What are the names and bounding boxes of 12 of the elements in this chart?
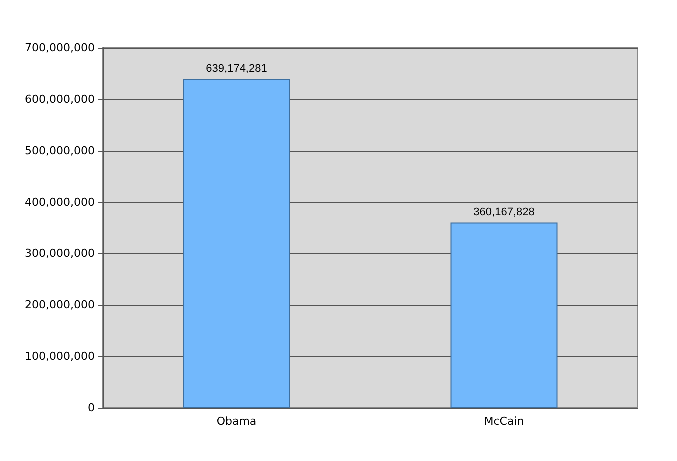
y-tick-label: 600,000,000 — [25, 92, 95, 106]
y-tick-label: 500,000,000 — [25, 144, 95, 158]
x-tick-label: McCain — [484, 415, 524, 428]
data-label: 360,167,828 — [474, 206, 535, 218]
y-tick-label: 400,000,000 — [25, 196, 95, 209]
y-tick-label: 100,000,000 — [25, 350, 95, 364]
x-tick-label: Obama — [216, 415, 257, 428]
y-tick-label: 300,000,000 — [25, 247, 95, 260]
y-tick-label: 200,000,000 — [25, 298, 95, 312]
y-tick-label: 0 — [88, 402, 95, 414]
y-tick-label: 700,000,000 — [25, 42, 95, 54]
data-label: 639,174,281 — [206, 62, 268, 75]
